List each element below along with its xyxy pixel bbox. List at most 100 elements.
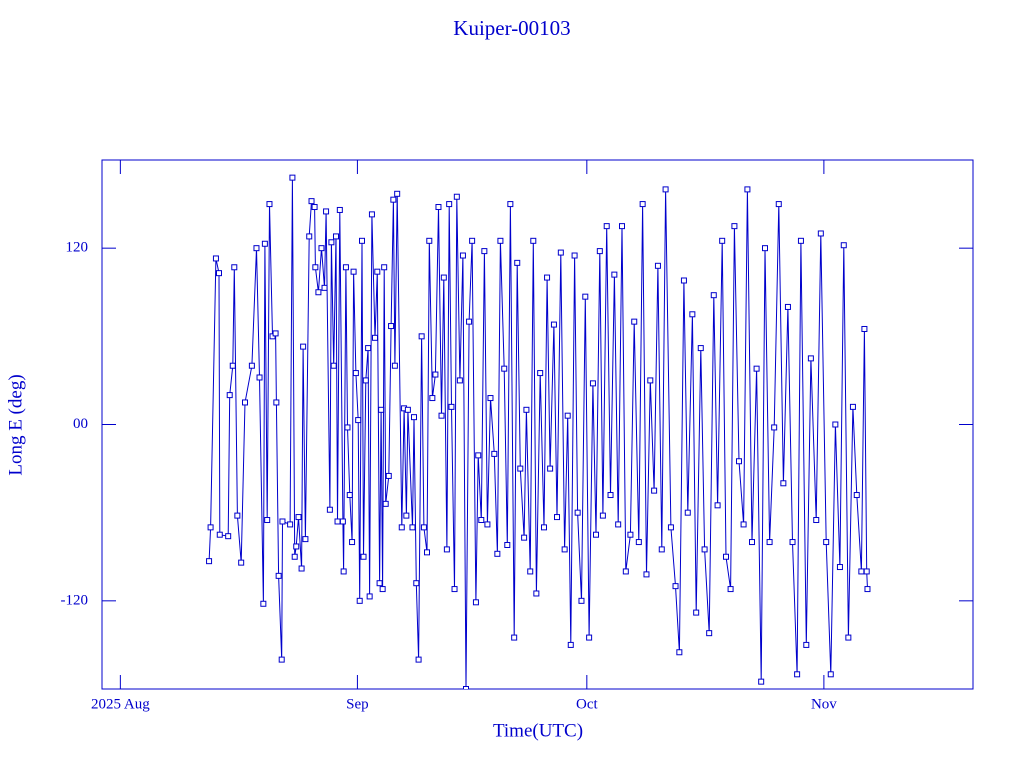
y-tick-label: 120 — [66, 240, 89, 256]
data-point — [615, 521, 622, 528]
data-point — [229, 362, 236, 369]
data-point — [404, 406, 411, 413]
data-point — [744, 186, 751, 193]
data-point — [298, 565, 305, 572]
data-point — [714, 502, 721, 509]
data-point — [456, 377, 463, 384]
data-point — [676, 649, 683, 656]
data-point — [547, 465, 554, 472]
data-point — [758, 678, 765, 685]
data-point — [273, 399, 280, 406]
data-point — [484, 521, 491, 528]
data-point — [817, 230, 824, 237]
data-point — [295, 514, 302, 521]
data-point — [420, 524, 427, 531]
data-point — [537, 370, 544, 377]
data-point — [619, 223, 625, 230]
x-tick-label: Sep — [346, 696, 369, 712]
data-point — [504, 541, 511, 548]
data-point — [390, 196, 397, 203]
data-point — [762, 245, 768, 252]
data-point — [415, 656, 422, 663]
data-point — [385, 472, 392, 479]
data-point — [360, 553, 367, 560]
data-point — [775, 201, 782, 208]
data-point — [680, 277, 687, 284]
data-point — [432, 371, 439, 378]
data-point — [832, 421, 839, 428]
data-point — [789, 539, 796, 546]
data-point — [466, 318, 473, 325]
data-point — [238, 559, 245, 566]
data-point — [706, 630, 713, 637]
data-point — [394, 190, 401, 197]
data-point — [302, 536, 309, 543]
data-point — [849, 403, 856, 410]
data-point — [561, 546, 568, 553]
data-point — [362, 377, 369, 384]
data-point — [794, 671, 801, 678]
data-point — [287, 521, 294, 528]
data-point — [689, 311, 696, 318]
data-point — [766, 539, 773, 546]
data-point — [342, 264, 349, 271]
data-point — [840, 242, 847, 249]
data-point — [544, 274, 551, 281]
data-point — [541, 524, 547, 531]
y-tick-label: -120 — [61, 592, 89, 608]
data-point — [662, 186, 669, 193]
data-point — [323, 208, 330, 215]
data-point — [836, 564, 843, 571]
data-point — [571, 252, 578, 259]
data-point — [487, 395, 494, 402]
data-point — [578, 597, 585, 604]
data-point — [398, 524, 405, 531]
data-point — [593, 531, 599, 538]
data-point — [723, 553, 729, 560]
data-point — [667, 524, 674, 531]
data-point — [315, 289, 322, 296]
data-point — [261, 240, 268, 247]
data-point — [418, 333, 425, 340]
data-point — [731, 223, 738, 230]
data-point — [242, 399, 248, 406]
data-point — [365, 345, 372, 352]
data-point — [511, 634, 518, 641]
data-point — [635, 539, 642, 546]
data-point — [336, 206, 343, 213]
data-point — [627, 531, 634, 538]
data-point — [350, 268, 357, 275]
data-point — [607, 492, 614, 499]
data-point — [693, 609, 700, 616]
data-point — [475, 452, 482, 459]
data-point — [440, 274, 447, 281]
data-point — [527, 568, 534, 575]
data-point — [494, 550, 501, 557]
data-point — [797, 237, 804, 244]
data-point — [388, 323, 395, 330]
data-point — [334, 518, 341, 525]
data-point — [736, 458, 742, 465]
data-point — [491, 450, 498, 457]
data-point — [376, 580, 383, 587]
data-point — [443, 546, 450, 553]
data-point — [727, 586, 734, 593]
data-point — [863, 568, 870, 575]
data-point — [328, 239, 335, 246]
data-point — [411, 414, 417, 421]
data-point — [651, 487, 658, 494]
data-point — [212, 255, 219, 262]
data-point — [554, 514, 560, 521]
data-point — [260, 600, 267, 607]
data-point — [701, 546, 708, 553]
data-point — [374, 268, 381, 275]
data-point — [344, 424, 351, 431]
data-point — [523, 406, 530, 413]
data-point — [413, 580, 420, 587]
data-point — [672, 583, 679, 590]
data-point — [300, 343, 307, 350]
data-point — [225, 533, 232, 540]
data-point — [340, 568, 347, 575]
data-point — [589, 380, 596, 387]
data-point — [472, 599, 479, 606]
